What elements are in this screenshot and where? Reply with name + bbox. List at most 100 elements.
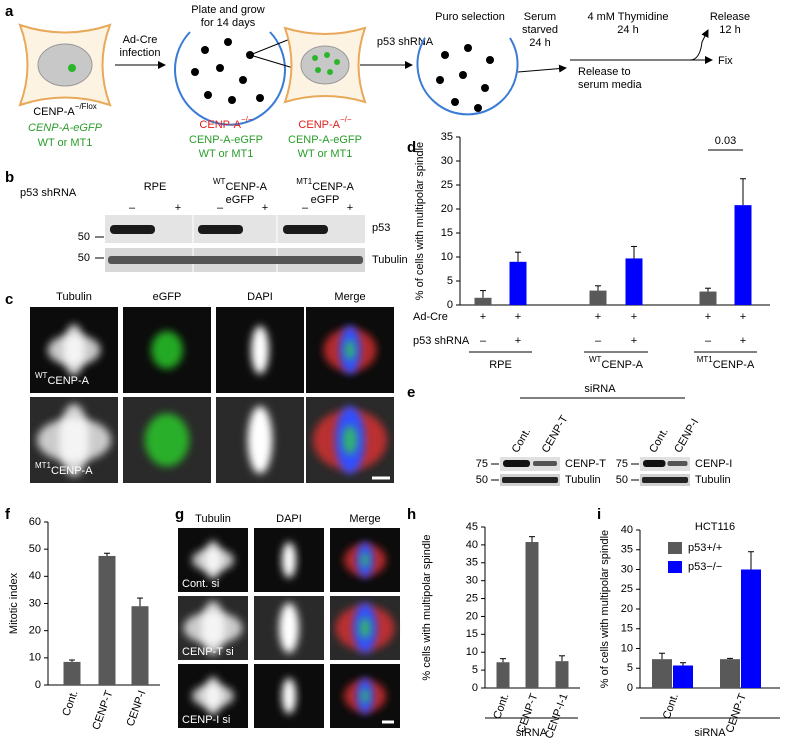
bar: [98, 555, 116, 685]
step-text: Plate and grow: [191, 4, 264, 16]
error-bar: [727, 657, 733, 660]
y-tick-label: 30: [29, 597, 41, 609]
x-tick-label: CENP-I: [125, 689, 149, 728]
panel-letter: f: [5, 506, 11, 523]
step-text: 24 h: [529, 37, 550, 49]
panel-letter: d: [407, 139, 416, 156]
row-sign: –: [595, 335, 602, 347]
error-bar: [740, 178, 746, 206]
step-text: Puro selection: [435, 11, 505, 23]
label: eGFP: [226, 194, 255, 206]
panel-letter: b: [5, 169, 14, 186]
genotype-main: CENP-A: [298, 119, 340, 131]
genotype: CENP-A−/−: [199, 115, 252, 131]
band: [503, 460, 530, 467]
column-label: Merge: [349, 513, 380, 525]
column-label: DAPI: [247, 291, 273, 303]
row-sign: +: [740, 311, 746, 323]
signal: [359, 617, 371, 639]
signal: [282, 678, 296, 714]
step-text: 4 mM Thymidine: [587, 11, 668, 23]
label: WTCENP-A: [589, 355, 644, 371]
row-label: CENP-T si: [182, 646, 234, 658]
genotype-line: CENP-A-eGFP: [288, 134, 362, 146]
bar: [474, 297, 492, 305]
y-tick-label: 30: [441, 155, 453, 167]
row-sign: +: [705, 311, 711, 323]
y-tick-label: 30: [466, 575, 478, 587]
bar: [525, 542, 539, 688]
y-tick-label: 25: [466, 592, 478, 604]
y-tick-label: 35: [621, 544, 633, 556]
band-label: p53: [372, 222, 390, 234]
signal: [247, 406, 273, 474]
marker-label: 75: [476, 458, 488, 470]
error-bar: [480, 290, 486, 298]
blot-title: p53 shRNA: [20, 187, 77, 199]
genotype-line: CENP-A-eGFP: [189, 134, 263, 146]
colonies: [191, 38, 264, 104]
label-sup: MT1: [296, 177, 313, 186]
y-tick-label: 30: [621, 563, 633, 575]
x-tick-label: Cont.: [491, 692, 511, 721]
y-tick-label: 25: [621, 583, 633, 595]
error-bar: [104, 552, 110, 556]
signal: [151, 331, 183, 369]
column-label: eGFP: [153, 291, 182, 303]
x-axis-label: siRNA: [516, 727, 548, 739]
label-main: CENP-A: [51, 465, 93, 477]
y-tick-label: 40: [29, 570, 41, 582]
column-label: Tubulin: [195, 513, 231, 525]
marker-label: 50: [78, 231, 90, 243]
panel-letter: e: [407, 384, 415, 401]
y-tick-label: 50: [29, 543, 41, 555]
step-text: serum media: [578, 79, 642, 91]
y-axis-label: % of cells with multipolar spindle: [414, 142, 426, 300]
dish: [416, 37, 519, 116]
lane-sign: –: [217, 202, 224, 214]
band-label: CENP-I: [695, 458, 732, 470]
label: WTCENP-A: [35, 371, 90, 387]
y-tick-label: 0: [35, 679, 41, 691]
lane-sign: –: [302, 202, 309, 214]
x-tick-label: Cont.: [60, 689, 80, 718]
column-label: DAPI: [276, 513, 302, 525]
bar: [734, 205, 752, 305]
y-tick-label: 15: [621, 623, 633, 635]
row-sign: +: [631, 335, 637, 347]
bar: [625, 258, 643, 305]
band-label: CENP-T: [565, 458, 606, 470]
label-main: CENP-A: [225, 181, 267, 193]
y-tick-label: 20: [621, 603, 633, 615]
signal: [201, 601, 225, 655]
column-label: Merge: [334, 291, 365, 303]
y-tick-label: 5: [627, 662, 633, 674]
label-sup: WT: [35, 371, 48, 380]
label: MT1CENP-A: [35, 461, 93, 477]
genotype: CENP-A−/−: [298, 115, 351, 131]
x-tick-label: Cont.: [661, 692, 681, 721]
error-bar: [500, 658, 506, 663]
nucleus: [37, 43, 93, 87]
row-sign: –: [705, 335, 712, 347]
y-tick-label: 10: [29, 652, 41, 664]
band-label: Tubulin: [695, 474, 731, 486]
lane-sign: +: [347, 202, 353, 214]
x-tick-label: CENP-I-1: [543, 692, 570, 740]
y-tick-label: 45: [466, 521, 478, 533]
chart-title: HCT116: [695, 521, 735, 533]
label-sup: MT1: [697, 355, 714, 364]
nucleus: [300, 45, 350, 85]
step-text: p53 shRNA: [377, 36, 434, 48]
row-sign: +: [740, 335, 746, 347]
dish: [174, 31, 286, 126]
legend-label: p53−/−: [688, 561, 722, 573]
signal: [344, 339, 356, 361]
legend-swatch: [668, 542, 682, 554]
step-text: 12 h: [719, 24, 740, 36]
label: WTCENP-A: [213, 177, 268, 193]
signal: [144, 413, 190, 467]
bar: [652, 659, 672, 688]
y-tick-label: 40: [466, 539, 478, 551]
signal: [204, 676, 222, 716]
